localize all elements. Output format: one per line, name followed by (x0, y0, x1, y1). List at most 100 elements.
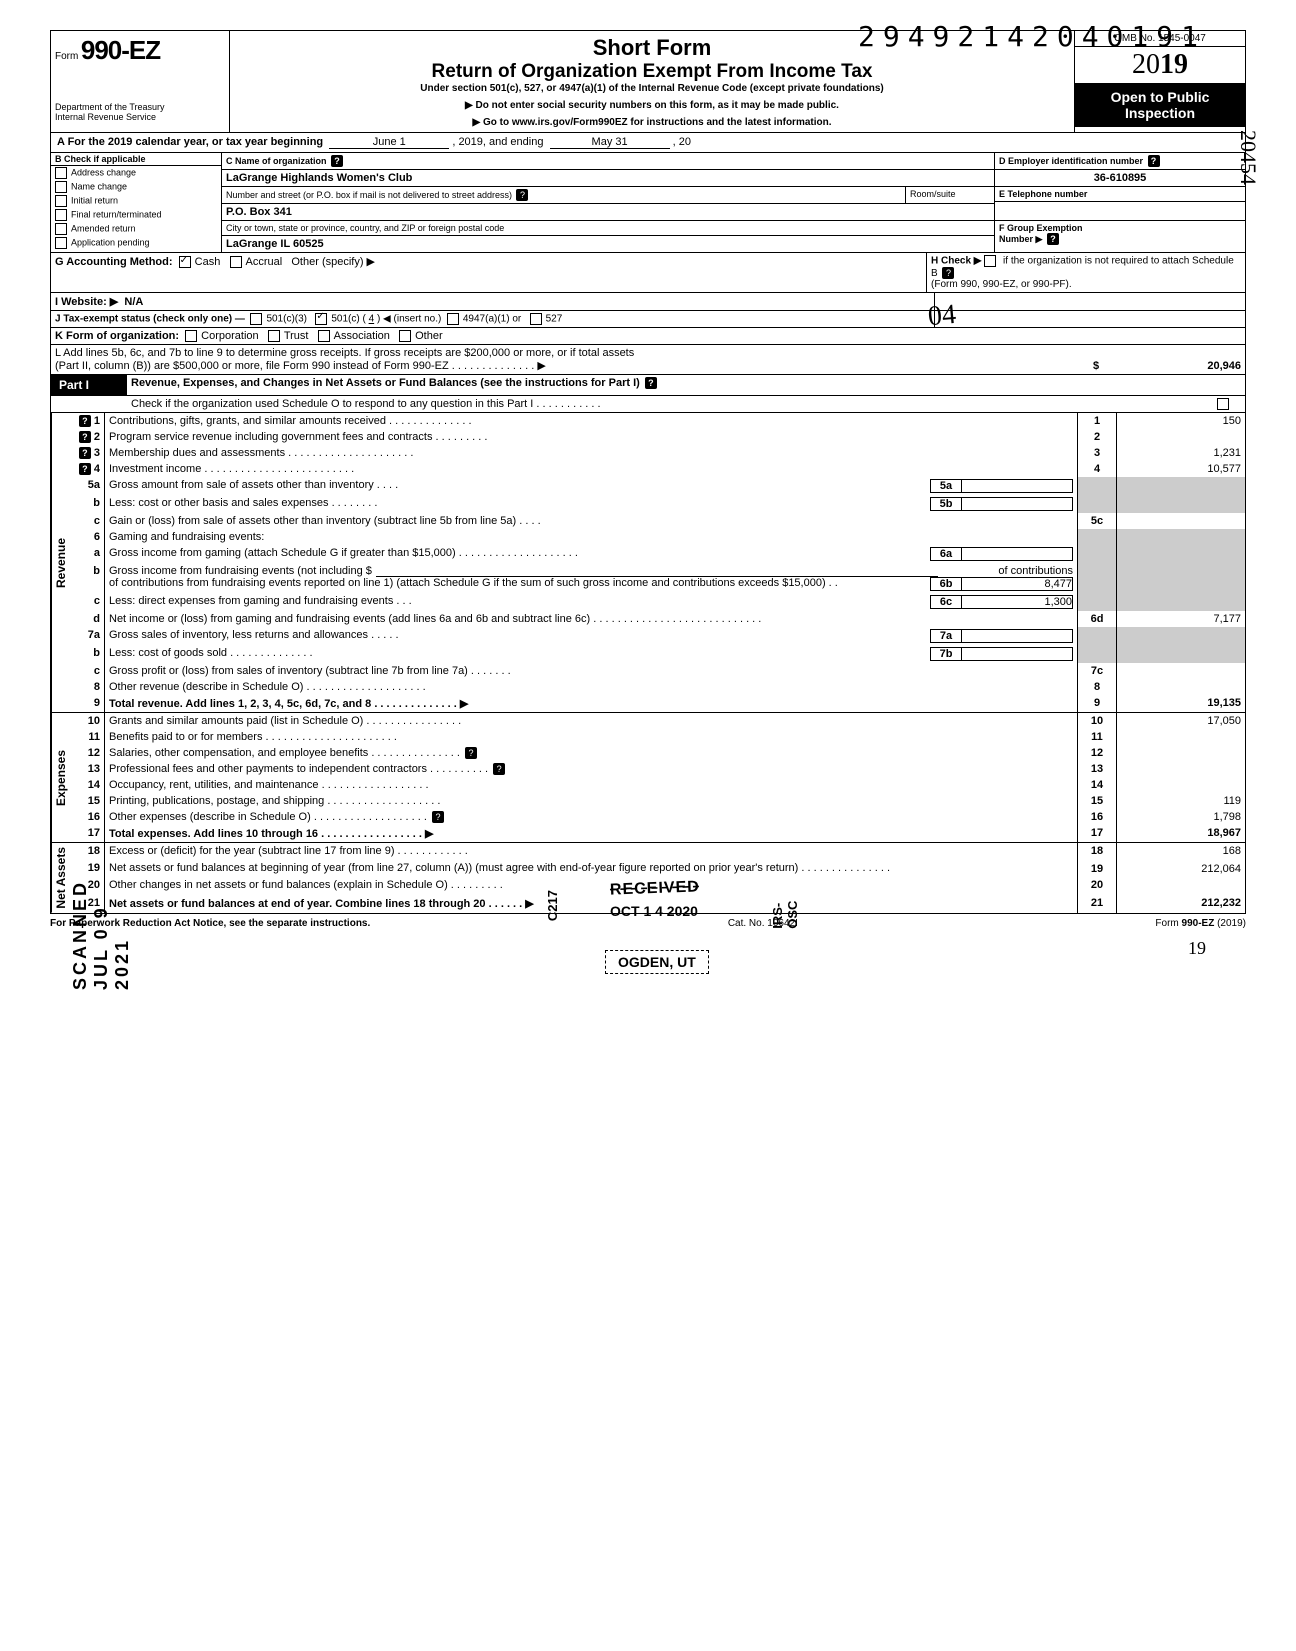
revenue-section: Revenue ? 1Contributions, gifts, grants,… (50, 413, 1246, 713)
ln5b-amt (962, 497, 1073, 511)
ln21-box: 21 (1078, 895, 1117, 913)
chk-527[interactable] (530, 313, 542, 325)
f-label: F Group Exemption Number ▶ ? (995, 221, 1245, 247)
ln12-num: 12 (70, 745, 105, 761)
ln5b-num: b (70, 495, 105, 513)
chk-other-org[interactable] (399, 330, 411, 342)
form-prefix: Form (55, 51, 78, 62)
chk-4947[interactable] (447, 313, 459, 325)
ln16-text: Other expenses (describe in Schedule O) … (109, 811, 427, 823)
ln21-amt: 212,232 (1117, 895, 1246, 913)
chk-501c3[interactable] (250, 313, 262, 325)
period-begin: June 1 (329, 136, 449, 149)
ln17-box: 17 (1078, 825, 1117, 842)
ln11-num: 11 (70, 729, 105, 745)
chk-address[interactable]: Address change (51, 166, 221, 180)
ln10-amt: 17,050 (1117, 713, 1246, 729)
ln12-text: Salaries, other compensation, and employ… (109, 747, 460, 759)
dln: 29492142040191 (858, 20, 1206, 53)
chk-501c[interactable] (315, 313, 327, 325)
help-icon[interactable]: ? (1047, 233, 1059, 245)
help-icon[interactable]: ? (432, 811, 444, 823)
help-icon[interactable]: ? (645, 377, 657, 389)
stamp-c217: C217 (545, 890, 560, 921)
help-icon[interactable]: ? (516, 189, 528, 201)
chk-name[interactable]: Name change (51, 180, 221, 194)
help-icon[interactable]: ? (465, 747, 477, 759)
help-icon[interactable]: ? (493, 763, 505, 775)
l-dollar: $ (1089, 358, 1117, 374)
ln6b-ofcontrib: of contributions (998, 565, 1073, 577)
help-icon[interactable]: ? (79, 415, 91, 427)
ln13-amt (1117, 761, 1246, 777)
open-line2: Inspection (1077, 105, 1243, 121)
irs-line: Internal Revenue Service (55, 112, 225, 122)
part1-title: Revenue, Expenses, and Changes in Net As… (127, 375, 1245, 395)
city-label: City or town, state or province, country… (222, 221, 994, 236)
s527-label: 527 (546, 314, 563, 325)
assoc-label: Association (334, 330, 390, 342)
city-value: LaGrange IL 60525 (222, 236, 994, 252)
chk-pending-label: Application pending (71, 237, 150, 247)
ln1-box: 1 (1078, 413, 1117, 429)
ln14-text: Occupancy, rent, utilities, and maintena… (105, 777, 1078, 793)
ln20-box: 20 (1078, 877, 1117, 894)
chk-cash[interactable] (179, 256, 191, 268)
c-label: C Name of organization ? (222, 153, 994, 170)
ln12-amt (1117, 745, 1246, 761)
ln6c-text: Less: direct expenses from gaming and fu… (109, 595, 930, 609)
chk-assoc[interactable] (318, 330, 330, 342)
e-label: E Telephone number (995, 187, 1245, 202)
chk-amended[interactable]: Amended return (51, 222, 221, 236)
ln5a-text: Gross amount from sale of assets other t… (109, 479, 930, 493)
ln5a-amt (962, 479, 1073, 493)
c3-label: 501(c)(3) (266, 314, 307, 325)
help-icon[interactable]: ? (1148, 155, 1160, 167)
ln3-text: Membership dues and assessments . . . . … (105, 445, 1078, 461)
chk-corp[interactable] (185, 330, 197, 342)
chk-name-label: Name change (71, 181, 127, 191)
ln15-box: 15 (1078, 793, 1117, 809)
ln4-box: 4 (1078, 461, 1117, 477)
ln12-box: 12 (1078, 745, 1117, 761)
chk-pending[interactable]: Application pending (51, 236, 221, 250)
i-label: I Website: ▶ (55, 296, 118, 308)
help-icon[interactable]: ? (79, 431, 91, 443)
stamp-date: OCT 1 4 2020 (610, 902, 698, 920)
ln3-num: 3 (94, 447, 100, 459)
chk-initial[interactable]: Initial return (51, 194, 221, 208)
ein-value: 36-610895 (995, 170, 1245, 187)
line-a: A For the 2019 calendar year, or tax yea… (50, 133, 1246, 153)
help-icon[interactable]: ? (79, 463, 91, 475)
ln15-num: 15 (70, 793, 105, 809)
ln6a-num: a (70, 545, 105, 563)
d-label: D Employer identification number ? (995, 153, 1245, 170)
ln3-amt: 1,231 (1117, 445, 1246, 461)
expenses-label: Expenses (51, 713, 70, 842)
ln1-text: Contributions, gifts, grants, and simila… (105, 413, 1078, 429)
help-icon[interactable]: ? (331, 155, 343, 167)
ln19-num: 19 (70, 860, 105, 877)
chk-final-label: Final return/terminated (71, 209, 162, 219)
ln2-num: 2 (94, 431, 100, 443)
ln6d-num: d (70, 611, 105, 627)
chk-schedule-o[interactable] (1217, 398, 1229, 410)
c-label: 501(c) ( (331, 314, 365, 325)
help-icon[interactable]: ? (79, 447, 91, 459)
ln6b-num: b (70, 563, 105, 593)
room-label: Room/suite (906, 187, 994, 203)
ln6b-text: Gross income from fundraising events (no… (109, 565, 372, 577)
chk-accrual[interactable] (230, 256, 242, 268)
ln13-box: 13 (1078, 761, 1117, 777)
f-label2: Number ▶ (999, 234, 1042, 244)
line-a-mid: , 2019, and ending (452, 136, 543, 149)
h-text3: (Form 990, 990-EZ, or 990-PF). (931, 279, 1072, 290)
chk-final[interactable]: Final return/terminated (51, 208, 221, 222)
chk-trust[interactable] (268, 330, 280, 342)
chk-sched-b[interactable] (984, 255, 996, 267)
line-gh: G Accounting Method: Cash Accrual Other … (50, 253, 1246, 293)
instr-ssn: ▶ Do not enter social security numbers o… (234, 100, 1070, 111)
help-icon[interactable]: ? (942, 267, 954, 279)
c-num: 4 (369, 314, 375, 325)
part1-header-row: Part I Revenue, Expenses, and Changes in… (50, 375, 1246, 396)
